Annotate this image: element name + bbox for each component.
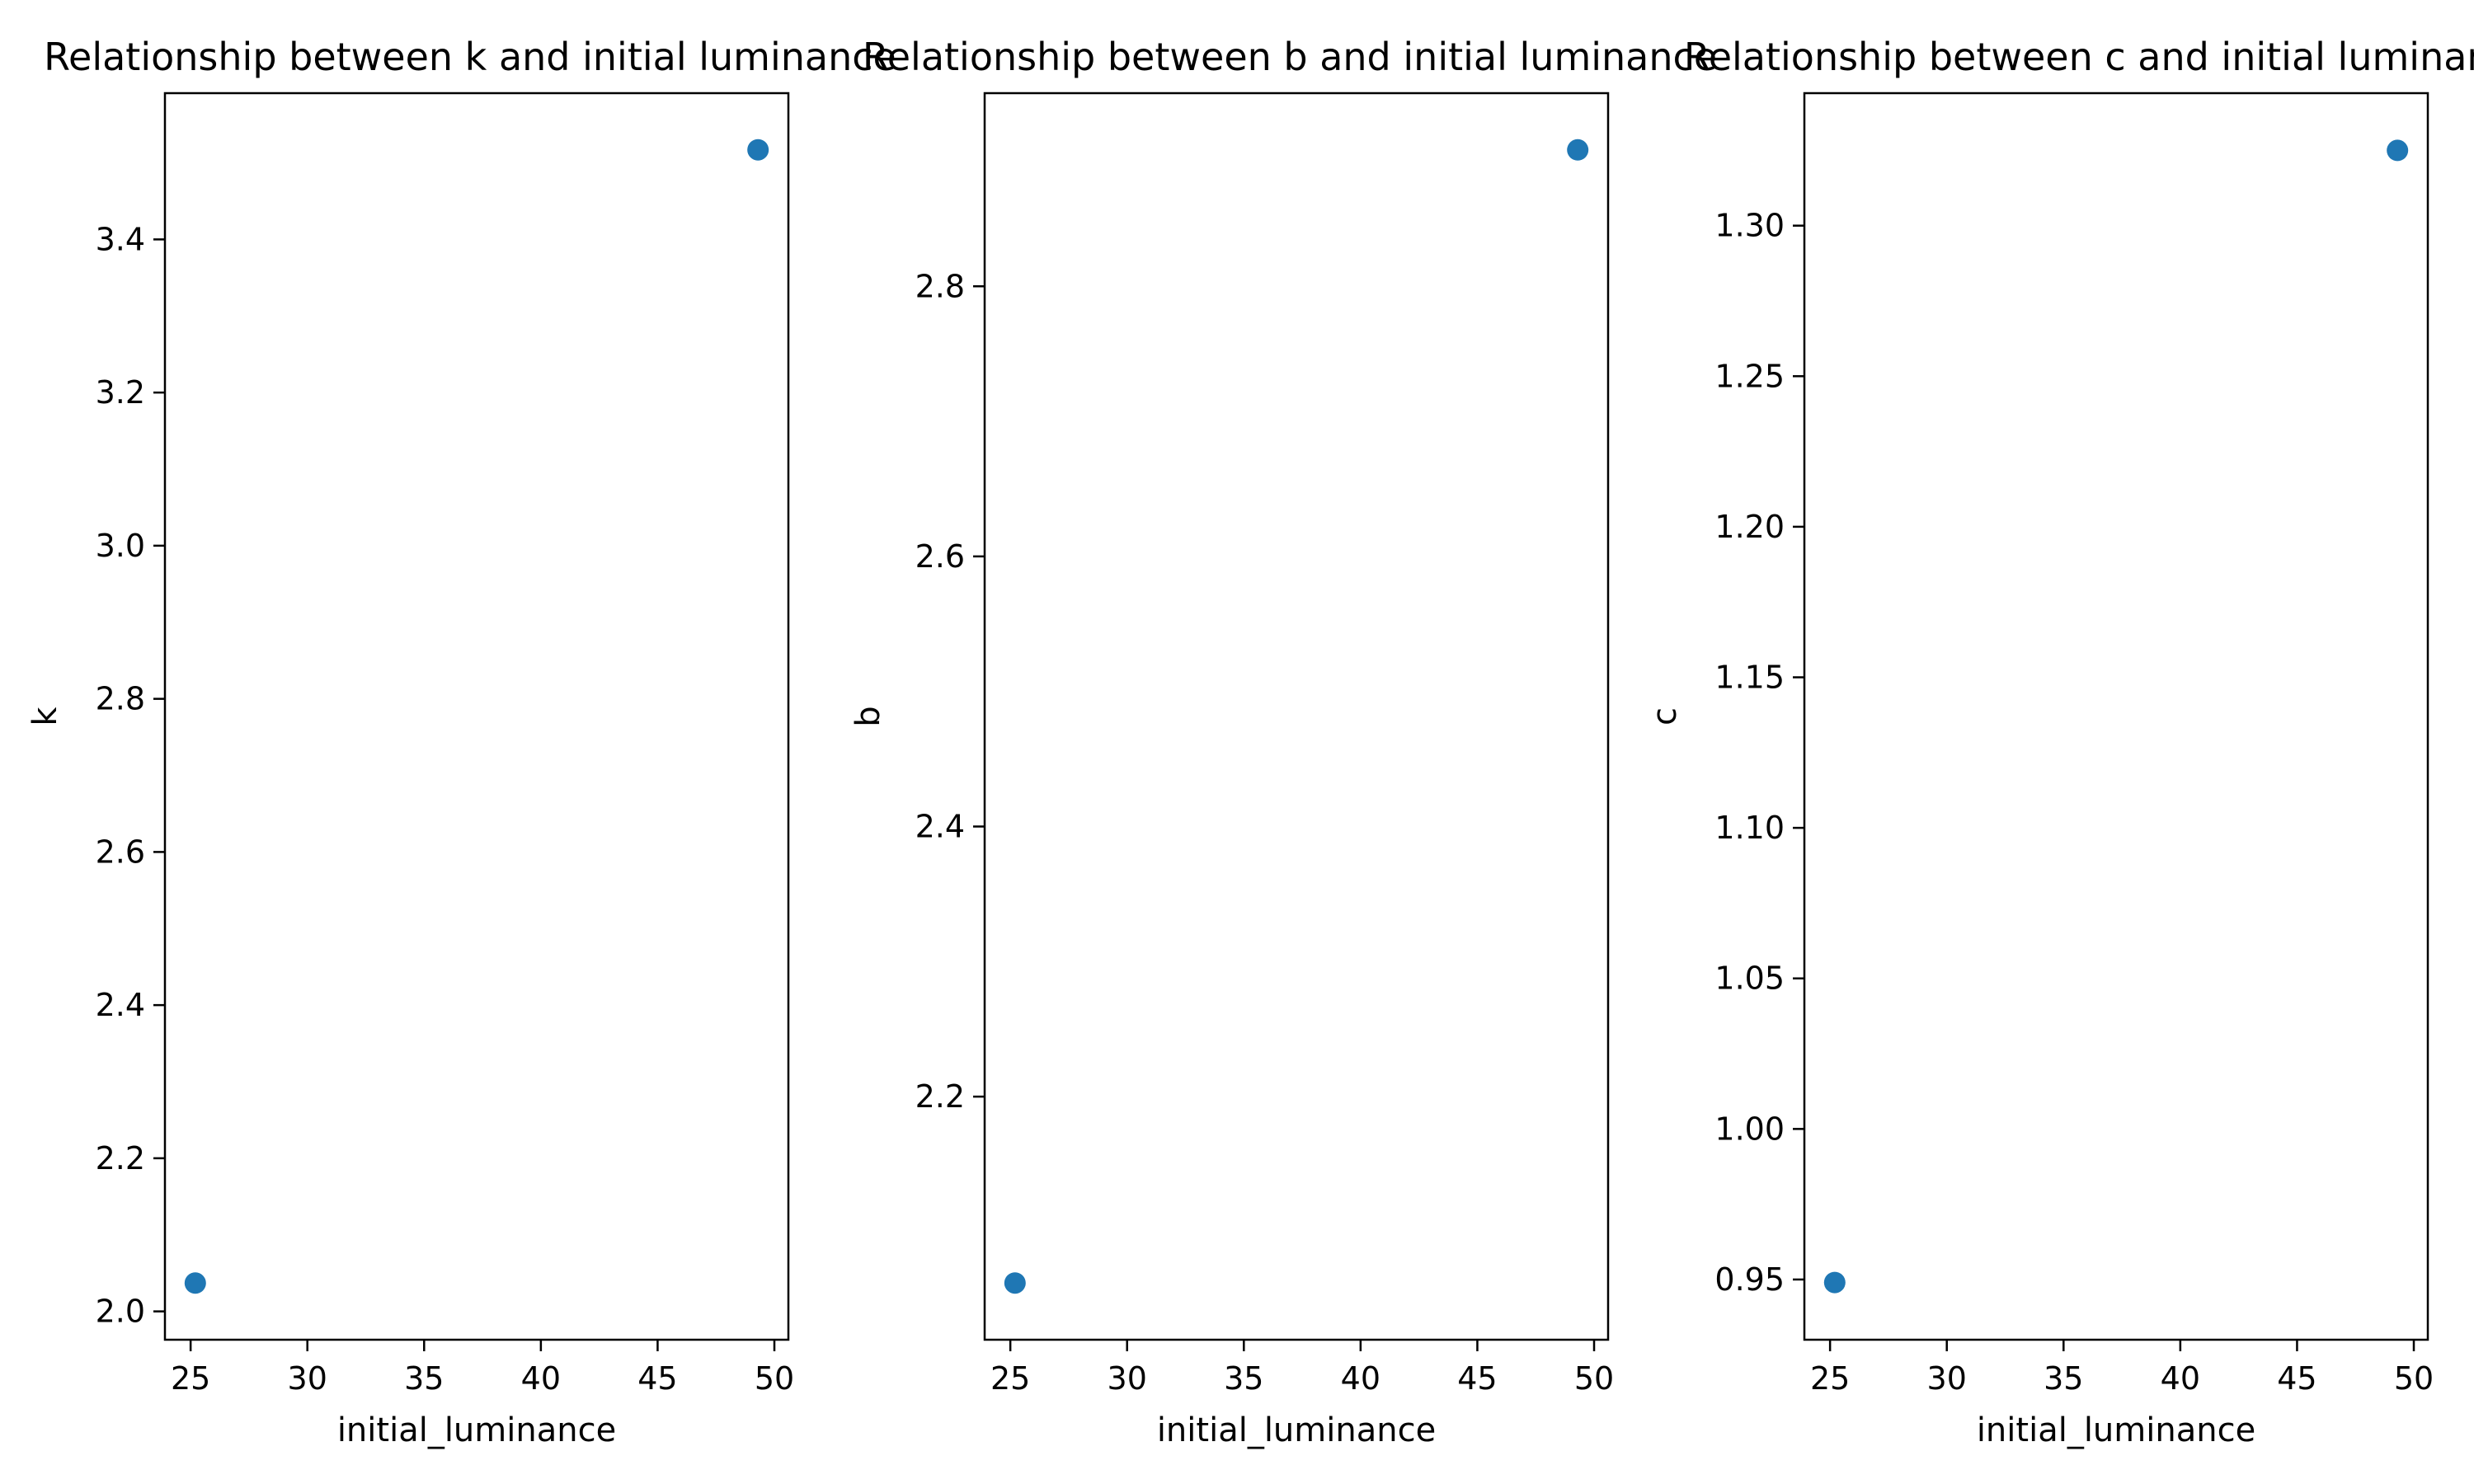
y-tick-label: 3.0 — [96, 528, 145, 564]
y-tick-label: 2.4 — [96, 987, 145, 1023]
y-tick-label: 1.25 — [1714, 358, 1785, 394]
x-tick-label: 45 — [637, 1360, 677, 1397]
x-tick-label: 50 — [1574, 1360, 1614, 1397]
x-tick-label: 25 — [1810, 1360, 1850, 1397]
data-point — [1004, 1272, 1026, 1294]
x-tick-label: 35 — [1224, 1360, 1263, 1397]
x-tick-label: 40 — [2161, 1360, 2200, 1397]
y-tick-label: 2.4 — [915, 809, 965, 845]
x-axis-label: initial_luminance — [1157, 1411, 1436, 1449]
y-tick-label: 1.00 — [1714, 1111, 1785, 1147]
data-point — [1823, 1271, 1846, 1294]
subplot-c: Relationship between c and initial lumin… — [1646, 35, 2474, 1449]
data-point — [184, 1272, 206, 1294]
x-tick-label: 30 — [1108, 1360, 1147, 1397]
data-point — [747, 139, 769, 161]
x-tick-label: 30 — [1927, 1360, 1967, 1397]
y-tick-label: 3.2 — [96, 374, 145, 411]
subplot-b: Relationship between b and initial lumin… — [849, 35, 1717, 1449]
y-axis-label: c — [1646, 707, 1684, 726]
x-axis-label: initial_luminance — [1977, 1411, 2255, 1449]
chart-title: Relationship between c and initial lumin… — [1684, 35, 2474, 79]
x-tick-label: 35 — [2044, 1360, 2083, 1397]
data-point — [2387, 139, 2409, 162]
y-tick-label: 1.30 — [1714, 208, 1785, 244]
y-tick-label: 2.2 — [915, 1078, 965, 1115]
chart-title: Relationship between k and initial lumin… — [44, 35, 896, 79]
y-tick-label: 2.8 — [915, 268, 965, 304]
y-tick-label: 1.20 — [1714, 509, 1785, 545]
data-point — [1567, 139, 1589, 161]
y-axis-label: b — [849, 706, 887, 726]
x-tick-label: 40 — [1341, 1360, 1380, 1397]
y-tick-label: 2.6 — [915, 538, 965, 575]
y-tick-label: 2.8 — [96, 681, 145, 717]
x-tick-label: 45 — [2277, 1360, 2316, 1397]
x-tick-label: 50 — [2394, 1360, 2434, 1397]
y-tick-label: 1.15 — [1714, 660, 1785, 696]
plot-frame — [1803, 92, 2429, 1341]
x-tick-label: 40 — [521, 1360, 561, 1397]
x-tick-label: 25 — [171, 1360, 210, 1397]
y-tick-label: 3.4 — [96, 221, 145, 257]
x-tick-label: 35 — [404, 1360, 444, 1397]
y-tick-label: 2.6 — [96, 834, 145, 870]
x-tick-label: 45 — [1457, 1360, 1497, 1397]
y-tick-label: 2.2 — [96, 1140, 145, 1176]
y-tick-label: 1.10 — [1714, 810, 1785, 846]
x-tick-label: 30 — [288, 1360, 327, 1397]
x-tick-label: 25 — [990, 1360, 1030, 1397]
y-tick-label: 1.05 — [1714, 960, 1785, 997]
plot-frame — [163, 92, 790, 1341]
chart-title: Relationship between b and initial lumin… — [863, 35, 1717, 79]
x-axis-label: initial_luminance — [337, 1411, 616, 1449]
plot-frame — [983, 92, 1610, 1341]
y-tick-label: 0.95 — [1714, 1261, 1785, 1298]
subplot-k: Relationship between k and initial lumin… — [26, 35, 896, 1449]
y-tick-label: 2.0 — [96, 1294, 145, 1330]
x-tick-label: 50 — [755, 1360, 794, 1397]
y-axis-label: k — [26, 707, 64, 726]
